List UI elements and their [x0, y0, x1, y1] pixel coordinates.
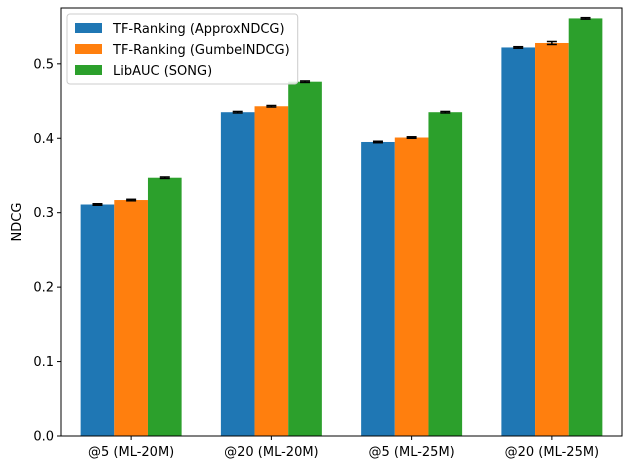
bar: [80, 204, 115, 436]
legend-label: TF-Ranking (GumbelNDCG): [112, 43, 290, 58]
bar: [288, 81, 322, 437]
y-axis-label: NDCG: [10, 203, 25, 242]
bar: [535, 42, 569, 437]
x-tick-label: @20 (ML-20M): [224, 445, 319, 460]
y-tick-label: 0.1: [33, 355, 54, 370]
bar: [114, 200, 148, 436]
x-tick-label: @20 (ML-25M): [505, 445, 600, 460]
legend-label: LibAUC (SONG): [113, 64, 212, 79]
bar: [428, 112, 463, 437]
legend-label: TF-Ranking (ApproxNDCG): [112, 22, 285, 37]
y-tick-label: 0.0: [33, 430, 54, 445]
y-tick-label: 0.3: [33, 206, 54, 221]
x-axis: @5 (ML-20M) @20 (ML-20M) @5 (ML-25M) @20 (M…: [88, 436, 599, 460]
y-tick-label: 0.2: [33, 281, 54, 296]
legend-swatch: [75, 23, 102, 33]
bars-layer: [80, 18, 603, 437]
bar: [501, 47, 536, 436]
bar: [361, 141, 395, 436]
y-tick-label: 0.4: [33, 132, 54, 147]
x-tick-label: @5 (ML-20M): [88, 445, 174, 460]
y-tick-label: 0.5: [33, 57, 54, 72]
plot-frame: [60, 7, 623, 437]
bar: [394, 137, 429, 436]
x-tick-label: @5 (ML-25M): [369, 445, 455, 460]
bar: [568, 18, 603, 437]
legend-box: [66, 13, 299, 85]
legend: TF-Ranking (ApproxNDCG) TF-Ranking (Gumbe…: [66, 13, 299, 85]
bar: [254, 106, 289, 437]
bar: [147, 177, 182, 436]
y-axis: 0.0 0.1 0.2 0.3 0.4 0.5: [33, 57, 61, 445]
bar: [220, 112, 255, 437]
legend-swatch: [75, 65, 102, 75]
error-bars-layer: [92, 16, 591, 207]
legend-swatch: [75, 44, 102, 54]
